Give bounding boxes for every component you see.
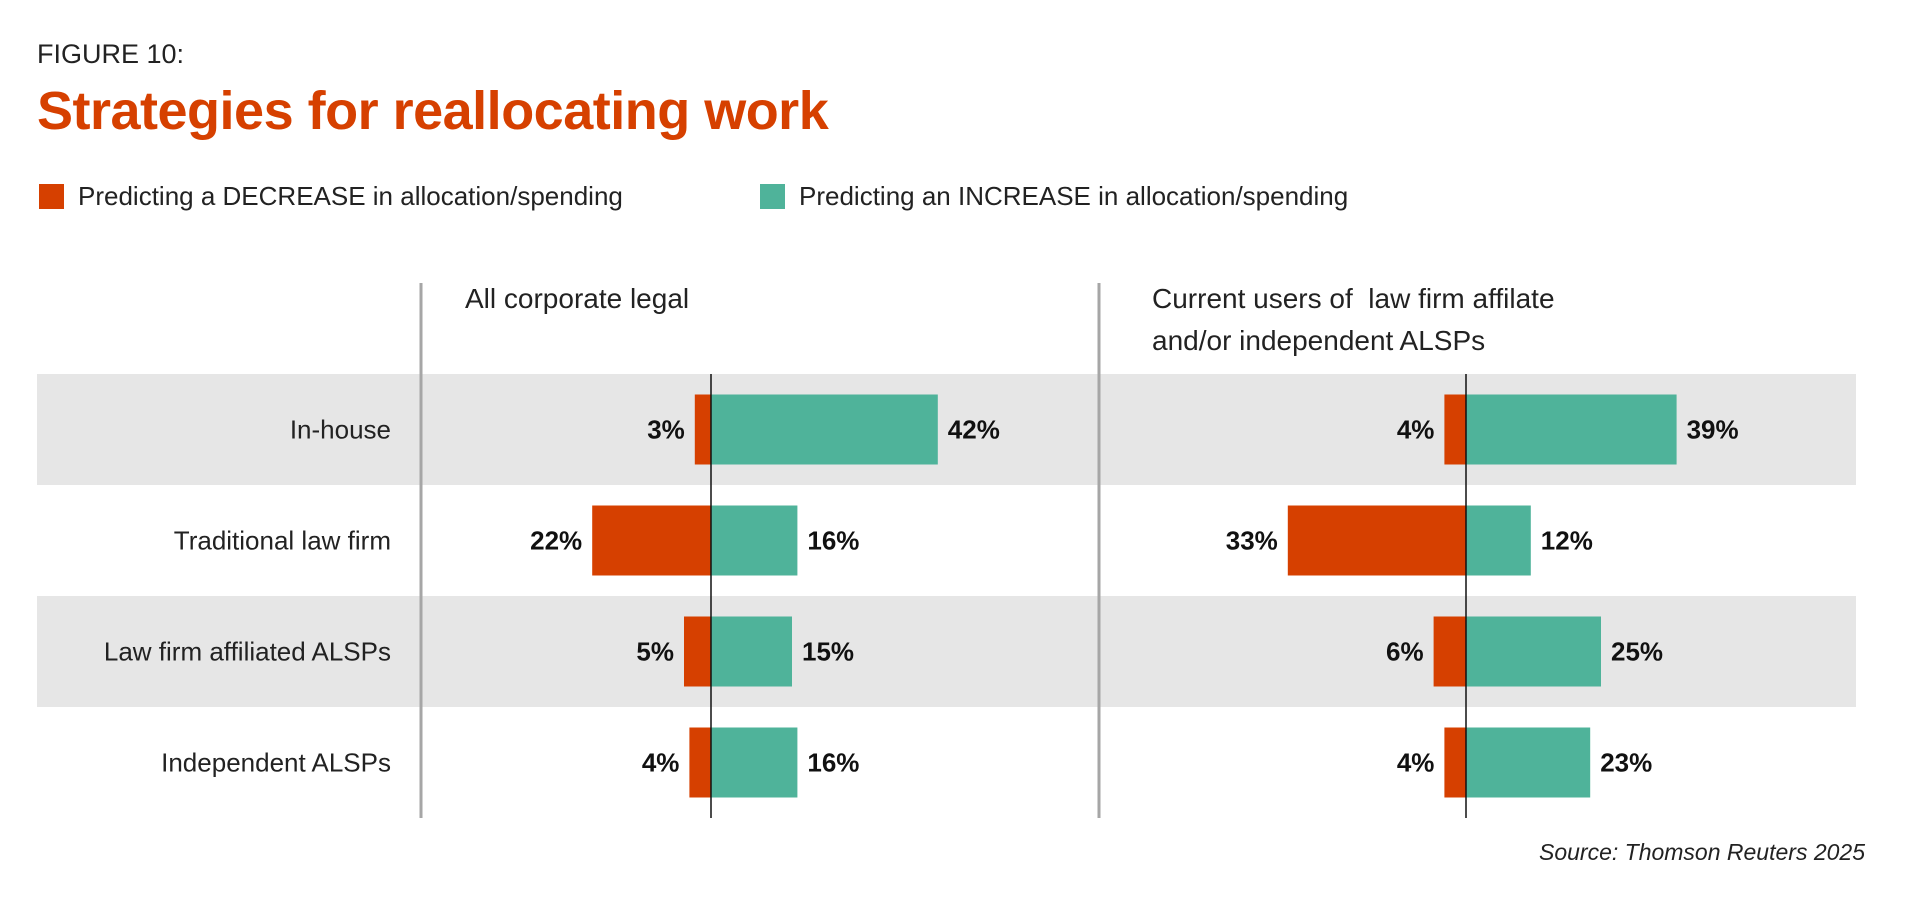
bar-increase xyxy=(1466,394,1677,465)
data-label-decrease: 4% xyxy=(642,748,680,778)
bar-increase xyxy=(711,616,792,687)
category-label: Law firm affiliated ALSPs xyxy=(104,637,391,667)
figure-label: FIGURE 10: xyxy=(37,39,185,69)
data-label-decrease: 5% xyxy=(636,637,674,667)
bar-decrease xyxy=(689,727,711,798)
bar-decrease xyxy=(1433,616,1466,687)
data-label-decrease: 33% xyxy=(1226,526,1278,556)
bar-decrease xyxy=(1444,727,1466,798)
data-label-decrease: 4% xyxy=(1397,415,1435,445)
data-label-increase: 42% xyxy=(948,415,1000,445)
data-label-decrease: 3% xyxy=(647,415,685,445)
bar-decrease xyxy=(1444,394,1466,465)
legend-label-decrease: Predicting a DECREASE in allocation/spen… xyxy=(78,181,623,211)
bar-increase xyxy=(711,394,938,465)
data-label-decrease: 6% xyxy=(1386,637,1424,667)
source-note: Source: Thomson Reuters 2025 xyxy=(1538,839,1865,865)
category-label: Traditional law firm xyxy=(174,526,391,556)
data-label-increase: 12% xyxy=(1541,526,1593,556)
data-label-increase: 16% xyxy=(807,748,859,778)
panel-title-current-users-line-1: Current users of law firm affilate xyxy=(1152,283,1555,314)
data-label-increase: 15% xyxy=(802,637,854,667)
data-label-increase: 16% xyxy=(807,526,859,556)
bar-decrease xyxy=(1287,505,1466,576)
bar-decrease xyxy=(684,616,711,687)
bar-decrease xyxy=(694,394,711,465)
bar-increase xyxy=(711,505,798,576)
data-label-decrease: 4% xyxy=(1397,748,1435,778)
chart-title: Strategies for reallocating work xyxy=(37,81,829,141)
data-label-decrease: 22% xyxy=(530,526,582,556)
data-label-increase: 25% xyxy=(1611,637,1663,667)
bar-increase xyxy=(1466,616,1601,687)
legend-swatch-increase xyxy=(760,184,785,209)
legend-swatch-decrease xyxy=(39,184,64,209)
bar-increase xyxy=(711,727,798,798)
data-label-increase: 39% xyxy=(1687,415,1739,445)
bar-increase xyxy=(1466,505,1531,576)
category-label: In-house xyxy=(290,415,391,445)
panel-title-current-users-line-2: and/or independent ALSPs xyxy=(1152,325,1486,356)
bar-decrease xyxy=(592,505,711,576)
legend-label-increase: Predicting an INCREASE in allocation/spe… xyxy=(799,181,1349,211)
bar-increase xyxy=(1466,727,1591,798)
data-label-increase: 23% xyxy=(1600,748,1652,778)
panel-title-all-corporate-legal: All corporate legal xyxy=(465,283,690,314)
category-label: Independent ALSPs xyxy=(161,748,391,778)
